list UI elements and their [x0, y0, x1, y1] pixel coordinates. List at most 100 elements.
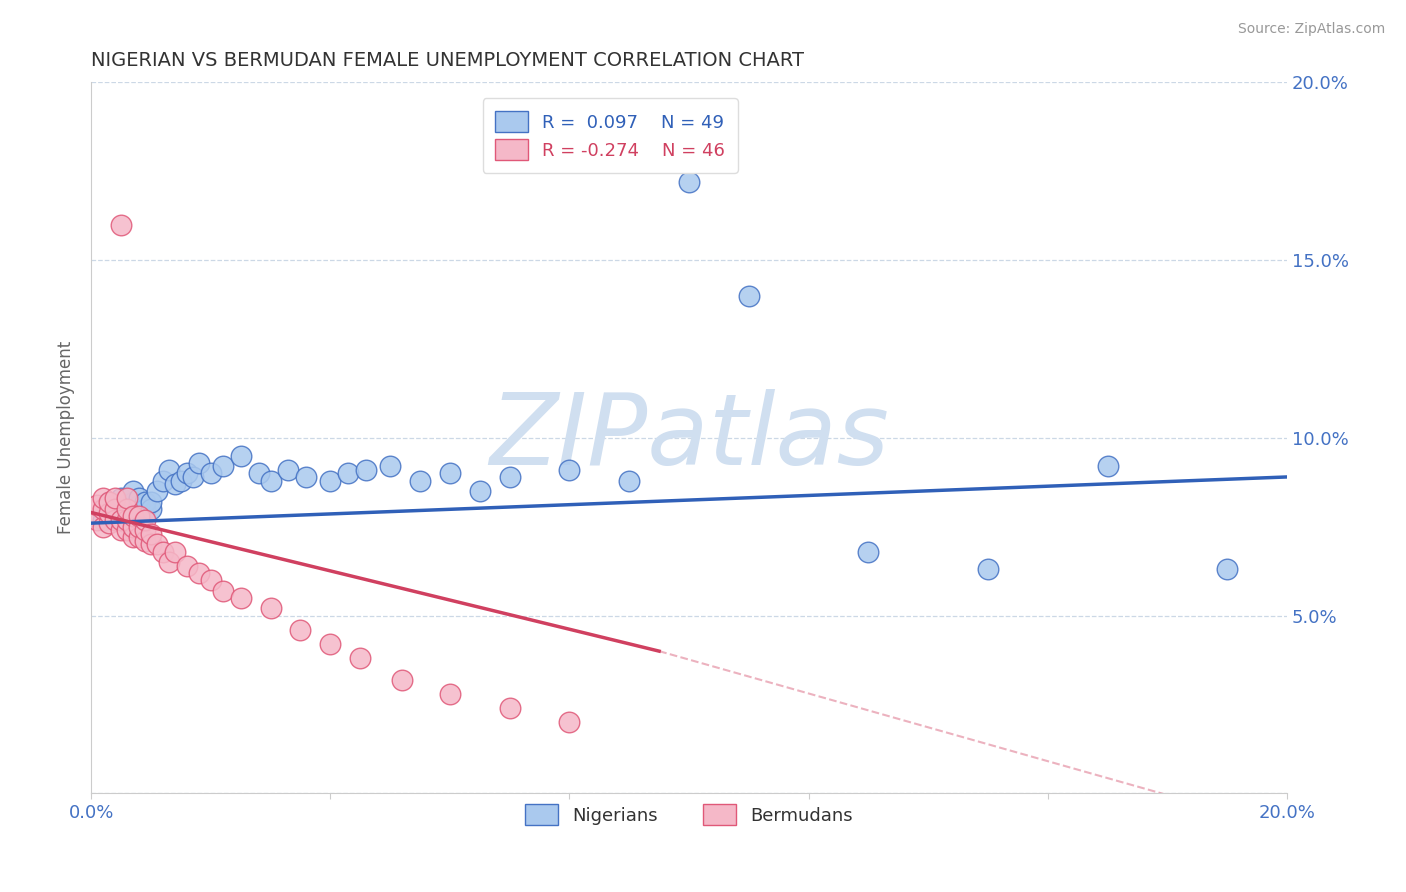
Point — [558, 715, 581, 730]
Point — [115, 502, 138, 516]
Point — [247, 467, 270, 481]
Point — [110, 523, 132, 537]
Point — [187, 456, 209, 470]
Text: NIGERIAN VS BERMUDAN FEMALE UNEMPLOYMENT CORRELATION CHART: NIGERIAN VS BERMUDAN FEMALE UNEMPLOYMENT… — [91, 51, 804, 70]
Point — [91, 502, 114, 516]
Point — [391, 673, 413, 687]
Point — [128, 499, 150, 513]
Point — [122, 484, 145, 499]
Point — [295, 470, 318, 484]
Point — [170, 474, 193, 488]
Point — [277, 463, 299, 477]
Point — [163, 477, 186, 491]
Point — [200, 467, 222, 481]
Point — [104, 499, 127, 513]
Point — [259, 474, 281, 488]
Point — [134, 533, 156, 548]
Point — [1097, 459, 1119, 474]
Point — [98, 495, 121, 509]
Text: ZIPatlas: ZIPatlas — [489, 389, 889, 486]
Point — [200, 573, 222, 587]
Point — [134, 513, 156, 527]
Point — [98, 495, 121, 509]
Point — [558, 463, 581, 477]
Point — [678, 175, 700, 189]
Point — [139, 526, 162, 541]
Point — [977, 562, 1000, 576]
Point — [499, 470, 522, 484]
Point — [128, 519, 150, 533]
Point — [115, 523, 138, 537]
Point — [290, 623, 312, 637]
Point — [110, 218, 132, 232]
Point — [1216, 562, 1239, 576]
Point — [128, 530, 150, 544]
Point — [104, 509, 127, 524]
Point — [139, 502, 162, 516]
Point — [858, 544, 880, 558]
Point — [115, 506, 138, 520]
Point — [115, 491, 138, 506]
Point — [91, 513, 114, 527]
Point — [157, 555, 180, 569]
Point — [128, 509, 150, 524]
Point — [181, 470, 204, 484]
Point — [110, 513, 132, 527]
Point — [122, 495, 145, 509]
Point — [187, 566, 209, 580]
Point — [91, 519, 114, 533]
Point — [139, 495, 162, 509]
Point — [229, 591, 252, 605]
Point — [337, 467, 360, 481]
Point — [104, 491, 127, 506]
Point — [439, 467, 461, 481]
Point — [152, 544, 174, 558]
Point — [229, 449, 252, 463]
Point — [468, 484, 491, 499]
Point — [98, 506, 121, 520]
Point — [378, 459, 401, 474]
Point — [128, 491, 150, 506]
Point — [211, 583, 233, 598]
Y-axis label: Female Unemployment: Female Unemployment — [58, 342, 75, 534]
Point — [319, 637, 342, 651]
Point — [115, 513, 138, 527]
Point — [409, 474, 432, 488]
Point — [86, 499, 108, 513]
Point — [259, 601, 281, 615]
Point — [319, 474, 342, 488]
Point — [157, 463, 180, 477]
Point — [104, 513, 127, 527]
Point — [146, 484, 169, 499]
Point — [134, 523, 156, 537]
Point — [176, 467, 198, 481]
Point — [163, 544, 186, 558]
Point — [139, 537, 162, 551]
Point — [439, 687, 461, 701]
Point — [128, 509, 150, 524]
Text: Source: ZipAtlas.com: Source: ZipAtlas.com — [1237, 22, 1385, 37]
Point — [98, 516, 121, 531]
Point — [211, 459, 233, 474]
Point — [152, 474, 174, 488]
Point — [738, 288, 761, 302]
Point — [134, 502, 156, 516]
Point — [98, 506, 121, 520]
Point — [115, 516, 138, 531]
Point — [354, 463, 377, 477]
Point — [86, 513, 108, 527]
Point — [91, 491, 114, 506]
Point — [110, 502, 132, 516]
Point — [104, 502, 127, 516]
Point — [110, 491, 132, 506]
Point — [349, 651, 371, 665]
Legend: Nigerians, Bermudans: Nigerians, Bermudans — [516, 795, 862, 834]
Point — [122, 509, 145, 524]
Point — [122, 530, 145, 544]
Point — [619, 474, 641, 488]
Point — [146, 537, 169, 551]
Point — [176, 558, 198, 573]
Point — [122, 519, 145, 533]
Point — [499, 701, 522, 715]
Point — [134, 495, 156, 509]
